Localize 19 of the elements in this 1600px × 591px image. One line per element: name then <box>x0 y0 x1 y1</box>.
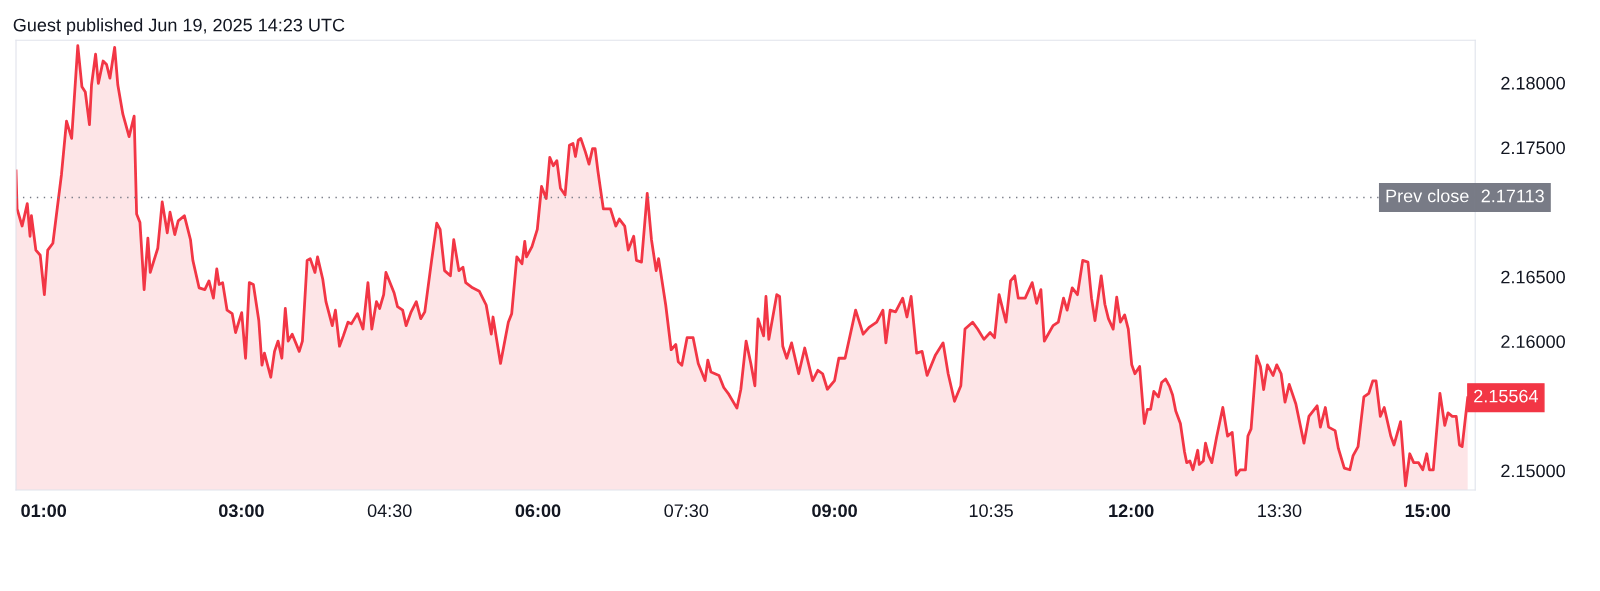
x-tick-label: 06:00 <box>515 504 561 518</box>
x-tick-label: 07:30 <box>664 504 709 518</box>
chart-title: Guest published Jun 19, 2025 14:23 UTC <box>13 18 345 36</box>
y-tick-label: 2.16500 <box>1501 270 1565 284</box>
annotation: 2.17113 <box>1481 189 1544 203</box>
x-tick-label: 09:00 <box>812 504 857 518</box>
y-tick-label: 2.17500 <box>1501 141 1565 155</box>
y-tick-label: 2.18000 <box>1501 76 1565 90</box>
x-tick-label: 01:00 <box>21 504 67 518</box>
x-tick-label: 10:35 <box>969 504 1013 518</box>
x-tick-label: 12:00 <box>1109 504 1154 518</box>
y-tick-label: 2.15000 <box>1501 464 1565 478</box>
y-tick-label: 2.16000 <box>1501 335 1565 349</box>
x-tick-label: 03:00 <box>219 504 264 518</box>
x-tick-label: 15:00 <box>1405 504 1451 518</box>
x-tick-label: 04:30 <box>367 504 412 518</box>
annotation: 2.15564 <box>1474 389 1538 403</box>
ref-line-label: Prev close <box>1386 189 1469 203</box>
x-tick-label: 13:30 <box>1258 504 1302 518</box>
